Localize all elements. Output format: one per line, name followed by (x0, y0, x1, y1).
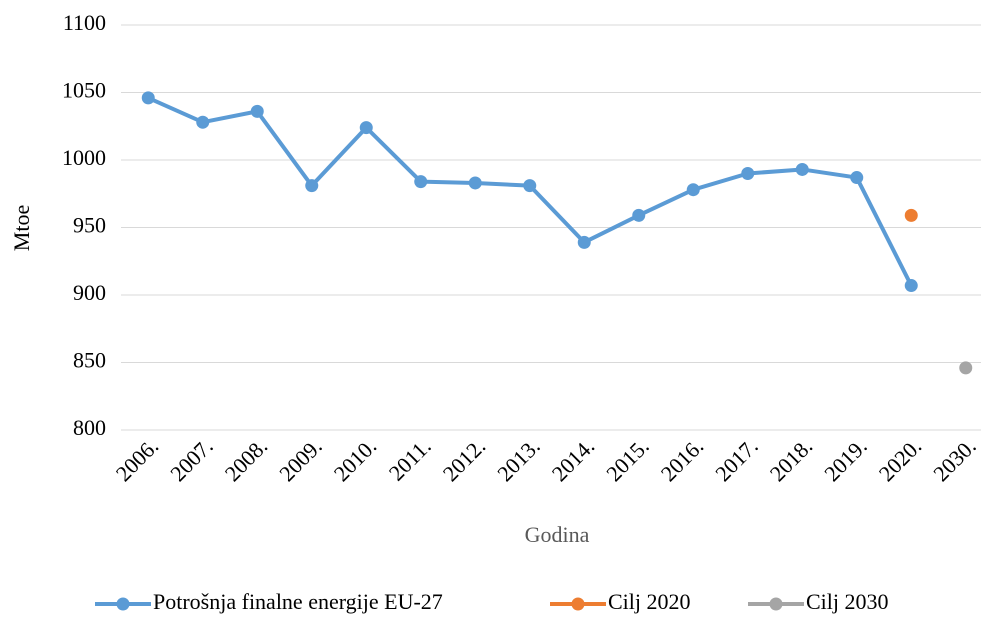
x-tick-label: 2008. (220, 433, 273, 486)
data-point (741, 167, 755, 180)
legend-marker (571, 597, 585, 611)
y-tick-label: 850 (73, 348, 106, 373)
x-tick-label: 2018. (765, 433, 818, 486)
legend-label: Potrošnja finalne energije EU-27 (153, 589, 443, 614)
x-tick-label: 2020. (874, 433, 927, 486)
x-axis-title: Godina (525, 522, 590, 547)
data-point (523, 179, 537, 193)
y-tick-label: 1000 (62, 145, 106, 170)
y-tick-label: 800 (73, 415, 106, 440)
x-tick-label: 2014. (547, 433, 600, 486)
y-axis-title: Mtoe (9, 205, 34, 251)
x-tick-label: 2010. (329, 433, 382, 486)
data-point (959, 361, 973, 375)
legend-marker (769, 597, 783, 611)
legend-label: Cilj 2030 (806, 589, 889, 614)
data-point (904, 208, 918, 222)
data-point (904, 279, 918, 293)
data-point (305, 179, 319, 193)
y-tick-label: 1100 (63, 10, 106, 35)
data-point (577, 235, 591, 249)
data-point (632, 208, 646, 222)
y-tick-label: 950 (73, 213, 106, 238)
data-point (686, 183, 700, 197)
y-tick-label: 900 (73, 280, 106, 305)
data-point (250, 104, 264, 118)
x-tick-label: 2015. (601, 433, 654, 486)
data-point (141, 91, 155, 105)
data-point (850, 171, 864, 185)
x-tick-label: 2011. (384, 433, 436, 485)
x-tick-label: 2013. (492, 433, 545, 486)
data-point (414, 175, 428, 189)
y-tick-label: 1050 (62, 78, 106, 103)
legend-label: Cilj 2020 (608, 589, 691, 614)
data-point (795, 162, 809, 176)
data-point (468, 176, 482, 190)
x-tick-label: 2030. (928, 433, 981, 486)
data-point (359, 121, 373, 135)
x-tick-label: 2017. (710, 433, 763, 486)
data-point (196, 115, 210, 129)
x-tick-label: 2016. (656, 433, 709, 486)
x-tick-label: 2019. (819, 433, 872, 486)
x-tick-label: 2012. (438, 433, 491, 486)
x-tick-label: 2009. (274, 433, 327, 486)
x-tick-label: 2007. (165, 433, 218, 486)
x-tick-label: 2006. (111, 433, 164, 486)
legend-marker (116, 597, 130, 611)
